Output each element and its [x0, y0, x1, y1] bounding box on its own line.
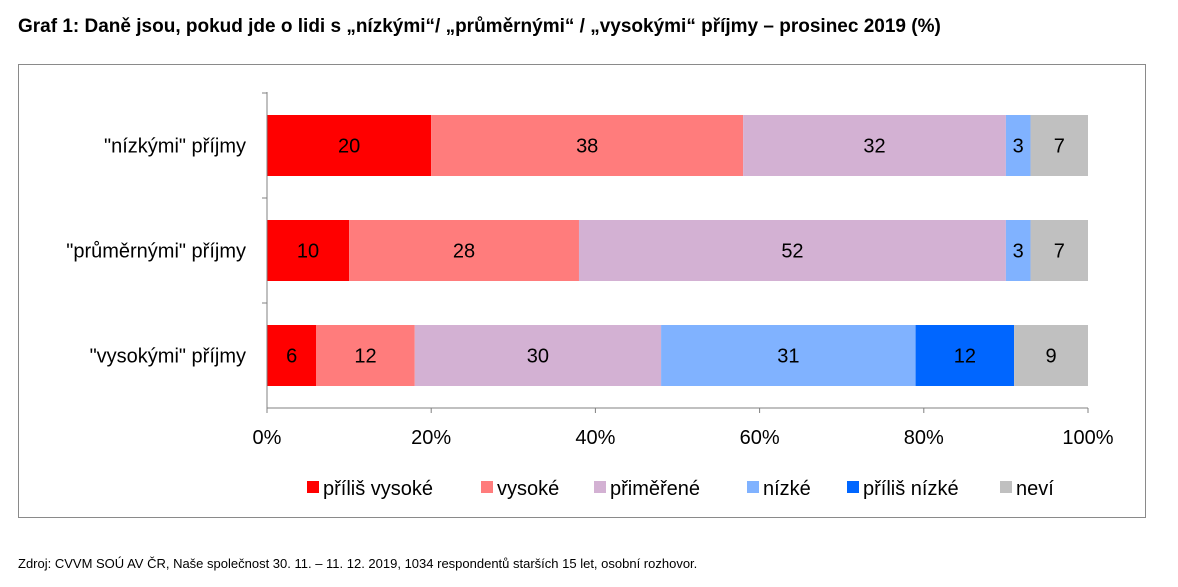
- bar-segment: [578, 220, 1006, 281]
- x-tick-label: 80%: [904, 427, 944, 449]
- bar-segment: [414, 325, 662, 386]
- legend-group: příliš vysoké vysoké přiměřené nízké příliš …: [307, 478, 1054, 500]
- bar-segment: [316, 325, 415, 386]
- x-tick-label: 60%: [740, 427, 780, 449]
- data-label: 9: [1045, 346, 1056, 368]
- data-label: 28: [453, 241, 475, 263]
- legend-label: příliš nízké: [863, 478, 959, 500]
- legend-label: přiměřené: [610, 478, 700, 500]
- legend-swatch: [594, 481, 606, 493]
- data-label: 10: [297, 241, 319, 263]
- legend-swatch: [481, 481, 493, 493]
- bar-segment: [661, 325, 916, 386]
- bar-segment: [1030, 220, 1088, 281]
- bar-segment: [1030, 115, 1088, 176]
- bar-segment: [743, 115, 1006, 176]
- x-tick-label: 20%: [411, 427, 451, 449]
- bar-segment: [267, 220, 350, 281]
- legend-label: neví: [1016, 478, 1054, 500]
- axes-group: "nízkými" příjmy "průměrnými" příjmy "vyso…: [66, 92, 1114, 449]
- data-label: 30: [527, 346, 549, 368]
- bar-segment: [1005, 220, 1031, 281]
- data-label: 20: [338, 136, 360, 158]
- bar-segment: [267, 115, 432, 176]
- legend-label: vysoké: [497, 478, 559, 500]
- data-label: 32: [863, 136, 885, 158]
- bar-segment: [1014, 325, 1088, 386]
- legend-swatch: [307, 481, 319, 493]
- legend-swatch: [747, 481, 759, 493]
- x-tick-label: 100%: [1062, 427, 1113, 449]
- source-note: Zdroj: CVVM SOÚ AV ČR, Naše společnost 3…: [18, 556, 698, 571]
- data-label: 31: [777, 346, 799, 368]
- bars-group: 20 38 32 3 7 10 28 52 3 7 6 12 30 31 12 9: [267, 115, 1088, 386]
- data-label: 38: [576, 136, 598, 158]
- chart-frame: [18, 64, 1146, 518]
- data-label: 6: [286, 346, 297, 368]
- bar-segment: [349, 220, 579, 281]
- category-label: "průměrnými" příjmy: [66, 241, 246, 263]
- legend-label: nízké: [763, 478, 811, 500]
- category-label: "nízkými" příjmy: [104, 136, 246, 158]
- x-tick-label: 0%: [253, 427, 282, 449]
- data-label: 3: [1013, 241, 1024, 263]
- bar-segment: [267, 325, 317, 386]
- data-label: 7: [1054, 136, 1065, 158]
- bar-segment: [431, 115, 744, 176]
- data-label: 3: [1013, 136, 1024, 158]
- data-label: 7: [1054, 241, 1065, 263]
- bar-segment: [1005, 115, 1031, 176]
- data-label: 52: [781, 241, 803, 263]
- data-label: 12: [354, 346, 376, 368]
- legend-swatch: [1000, 481, 1012, 493]
- legend-label: příliš vysoké: [323, 478, 433, 500]
- x-tick-label: 40%: [575, 427, 615, 449]
- category-label: "vysokými" příjmy: [90, 346, 246, 368]
- chart-title: Graf 1: Daně jsou, pokud jde o lidi s „n…: [18, 16, 941, 37]
- data-label: 12: [954, 346, 976, 368]
- legend-swatch: [847, 481, 859, 493]
- bar-segment: [915, 325, 1015, 386]
